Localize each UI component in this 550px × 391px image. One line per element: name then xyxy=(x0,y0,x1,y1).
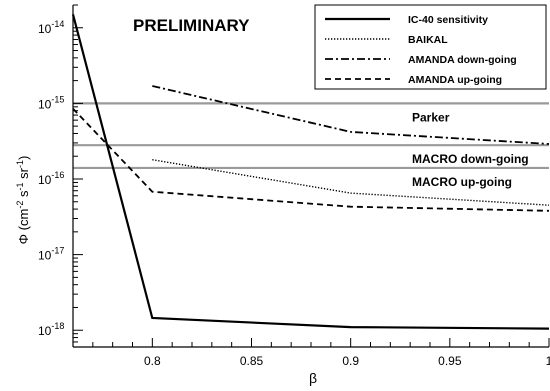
y-tick-label: 10-16 xyxy=(38,170,64,187)
x-axis-label: β xyxy=(309,370,317,386)
y-tick-exponent: -14 xyxy=(51,19,64,29)
y-tick-label: 10-15 xyxy=(38,94,64,111)
parker-label: Parker xyxy=(412,110,450,124)
y-axis-label-sup: -2 xyxy=(15,201,25,209)
reference-lines: Parker MACRO down-going MACRO up-going xyxy=(73,102,549,189)
legend: IC-40 sensitivity BAIKAL AMANDA down-going… xyxy=(314,4,547,90)
y-tick-base: 10 xyxy=(38,249,52,263)
y-axis-label-sup: -1 xyxy=(15,183,25,191)
x-tick-label: 1 xyxy=(546,354,550,368)
y-axis-label-sup: -1 xyxy=(15,160,25,168)
legend-label-amanda-down-going: AMANDA down-going xyxy=(408,54,517,66)
y-tick-exponent: -15 xyxy=(51,94,64,104)
y-tick-exponent: -16 xyxy=(51,170,64,180)
y-axis-label-end: ) xyxy=(16,156,31,160)
y-axis-label-mid: sr xyxy=(16,167,31,182)
x-tick-label: 0.85 xyxy=(240,354,264,368)
y-axis-label: Φ (cm-2 s-1 sr-1) xyxy=(15,156,31,245)
y-tick-base: 10 xyxy=(38,22,52,36)
y-axis-label-mid: s xyxy=(16,190,31,201)
x-tick-label: 0.95 xyxy=(438,354,462,368)
y-tick-base: 10 xyxy=(38,173,52,187)
baikal-line xyxy=(152,159,550,206)
amanda-down-going-line xyxy=(152,85,550,145)
x-tick-label: 0.9 xyxy=(342,354,359,368)
y-tick-base: 10 xyxy=(38,324,52,338)
y-tick-label: 10-14 xyxy=(38,19,64,36)
y-tick-exponent: -17 xyxy=(51,246,64,256)
y-tick-exponent: -18 xyxy=(51,321,64,331)
legend-label-ic-40-sensitivity: IC-40 sensitivity xyxy=(408,14,488,26)
y-tick-base: 10 xyxy=(38,97,52,111)
legend-label-amanda-up-going: AMANDA up-going xyxy=(408,74,502,86)
macro-down-going-label: MACRO down-going xyxy=(412,152,529,166)
y-tick-label: 10-18 xyxy=(38,321,64,338)
ic-40-sensitivity-line xyxy=(71,14,550,330)
preliminary-annotation: PRELIMINARY xyxy=(133,16,250,35)
y-tick-label: 10-17 xyxy=(38,246,64,263)
y-axis-label-main: Φ (cm xyxy=(16,209,31,245)
macro-up-going-label: MACRO up-going xyxy=(412,175,512,189)
legend-label-baikal: BAIKAL xyxy=(408,34,448,46)
amanda-up-going-line xyxy=(72,108,550,212)
x-tick-label: 0.8 xyxy=(144,354,161,368)
series-lines xyxy=(71,14,550,330)
